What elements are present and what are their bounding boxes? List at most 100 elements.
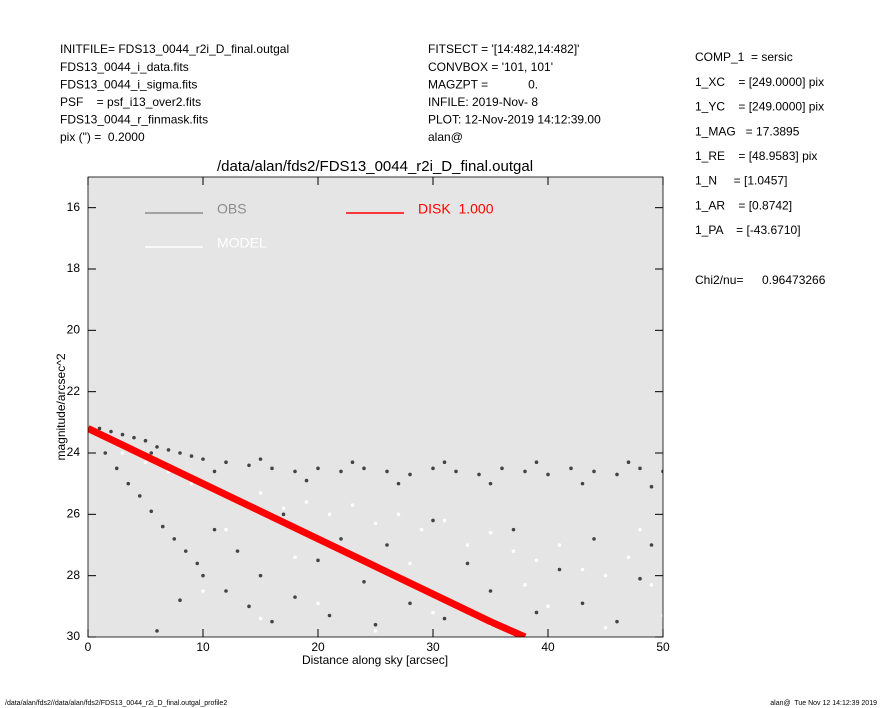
y-tick-label: 24 [67, 445, 81, 459]
fit-parameter: 1_N = [1.0457] [695, 174, 787, 188]
data-point [293, 595, 297, 599]
data-point [431, 518, 435, 523]
data-point [316, 601, 320, 606]
data-point [160, 524, 165, 529]
data-point [373, 629, 378, 633]
data-point [362, 466, 366, 471]
data-point [638, 466, 642, 471]
data-point [615, 619, 619, 624]
data-point [137, 494, 142, 498]
data-point [304, 500, 309, 504]
plot-background [88, 177, 663, 637]
legend-label: MODEL [217, 235, 267, 251]
data-point [132, 435, 136, 440]
header-line: PLOT: 12-Nov-2019 14:12:39.00 [428, 113, 601, 127]
fit-parameter: 1_PA = [-43.6710] [695, 223, 801, 237]
data-point [477, 472, 481, 477]
header-line: alan@ [428, 130, 463, 144]
data-point [258, 491, 263, 495]
data-point [488, 481, 493, 486]
fit-parameter: 1_MAG = 17.3895 [695, 124, 800, 138]
data-point [339, 469, 343, 474]
data-point [546, 604, 550, 609]
data-point [557, 543, 562, 547]
data-point [385, 543, 389, 547]
data-point [316, 466, 320, 471]
data-point [178, 451, 182, 455]
data-point [465, 543, 470, 547]
data-point [523, 469, 527, 474]
data-point [557, 567, 562, 572]
chart-title: /data/alan/fds2/FDS13_0044_r2i_D_final.o… [217, 158, 533, 175]
data-point [224, 527, 228, 532]
data-point [212, 527, 217, 532]
data-point [120, 451, 125, 455]
data-point [316, 558, 320, 563]
data-point [201, 589, 205, 593]
data-point [603, 626, 608, 630]
data-point [626, 555, 631, 560]
fit-parameter: 1_XC = [249.0000] pix [695, 75, 824, 89]
data-point [293, 555, 297, 560]
y-tick-label: 30 [67, 629, 81, 643]
footer-left: /data/alan/fds2//data/alan/fds2/FDS13_00… [5, 700, 227, 707]
data-point [580, 481, 585, 486]
fit-parameter: COMP_1 = sersic [695, 50, 793, 64]
data-point [638, 576, 642, 581]
data-point [258, 457, 263, 461]
header-line: MAGZPT = 0. [428, 77, 538, 91]
data-point [270, 466, 274, 471]
data-point [183, 549, 188, 553]
header-line: FDS13_0044_i_data.fits [60, 60, 189, 74]
data-point [172, 537, 177, 541]
data-point [281, 512, 286, 517]
data-point [304, 478, 309, 483]
x-tick-label: 40 [541, 640, 555, 654]
x-tick-label: 10 [196, 640, 210, 654]
data-point [442, 518, 447, 523]
data-point [626, 460, 631, 465]
fit-parameter: 1_AR = [0.8742] [695, 198, 792, 212]
header-line: pix (") = 0.2000 [60, 130, 145, 144]
data-point [408, 601, 412, 606]
header-line: CONVBOX = '101, 101' [428, 60, 553, 74]
data-point [408, 472, 412, 477]
data-point [385, 469, 389, 474]
data-point [120, 432, 125, 437]
data-point [592, 537, 596, 541]
y-tick-label: 22 [67, 384, 81, 398]
data-point [270, 619, 274, 624]
data-point [488, 530, 493, 535]
data-point [580, 601, 585, 606]
data-point [569, 466, 573, 471]
header-line: INITFILE= FDS13_0044_r2i_D_final.outgal [60, 42, 289, 56]
data-point [603, 573, 608, 578]
data-point [178, 598, 182, 602]
data-point [431, 466, 435, 471]
model-line [88, 425, 527, 637]
data-point [97, 426, 102, 431]
y-axis-label: magnitude/arcsec^2 [54, 353, 68, 460]
data-point [327, 512, 332, 517]
plot-area [88, 425, 663, 637]
data-point [649, 583, 654, 587]
data-point [189, 454, 194, 458]
chi2-label: Chi2/nu= [695, 273, 743, 287]
data-point [534, 460, 539, 465]
data-point [362, 580, 366, 584]
data-point [615, 472, 619, 477]
data-point [247, 463, 251, 468]
data-point [143, 438, 148, 443]
header-line: PSF = psf_i13_over2.fits [60, 95, 201, 109]
data-point [189, 481, 194, 486]
data-point [638, 527, 642, 532]
data-point [166, 448, 171, 452]
y-tick-label: 26 [67, 507, 81, 521]
data-point [281, 506, 286, 511]
fit-parameter: 1_RE = [48.9583] pix [695, 149, 817, 163]
y-tick-label: 16 [67, 200, 81, 214]
data-point [649, 484, 654, 489]
data-point [350, 503, 355, 507]
